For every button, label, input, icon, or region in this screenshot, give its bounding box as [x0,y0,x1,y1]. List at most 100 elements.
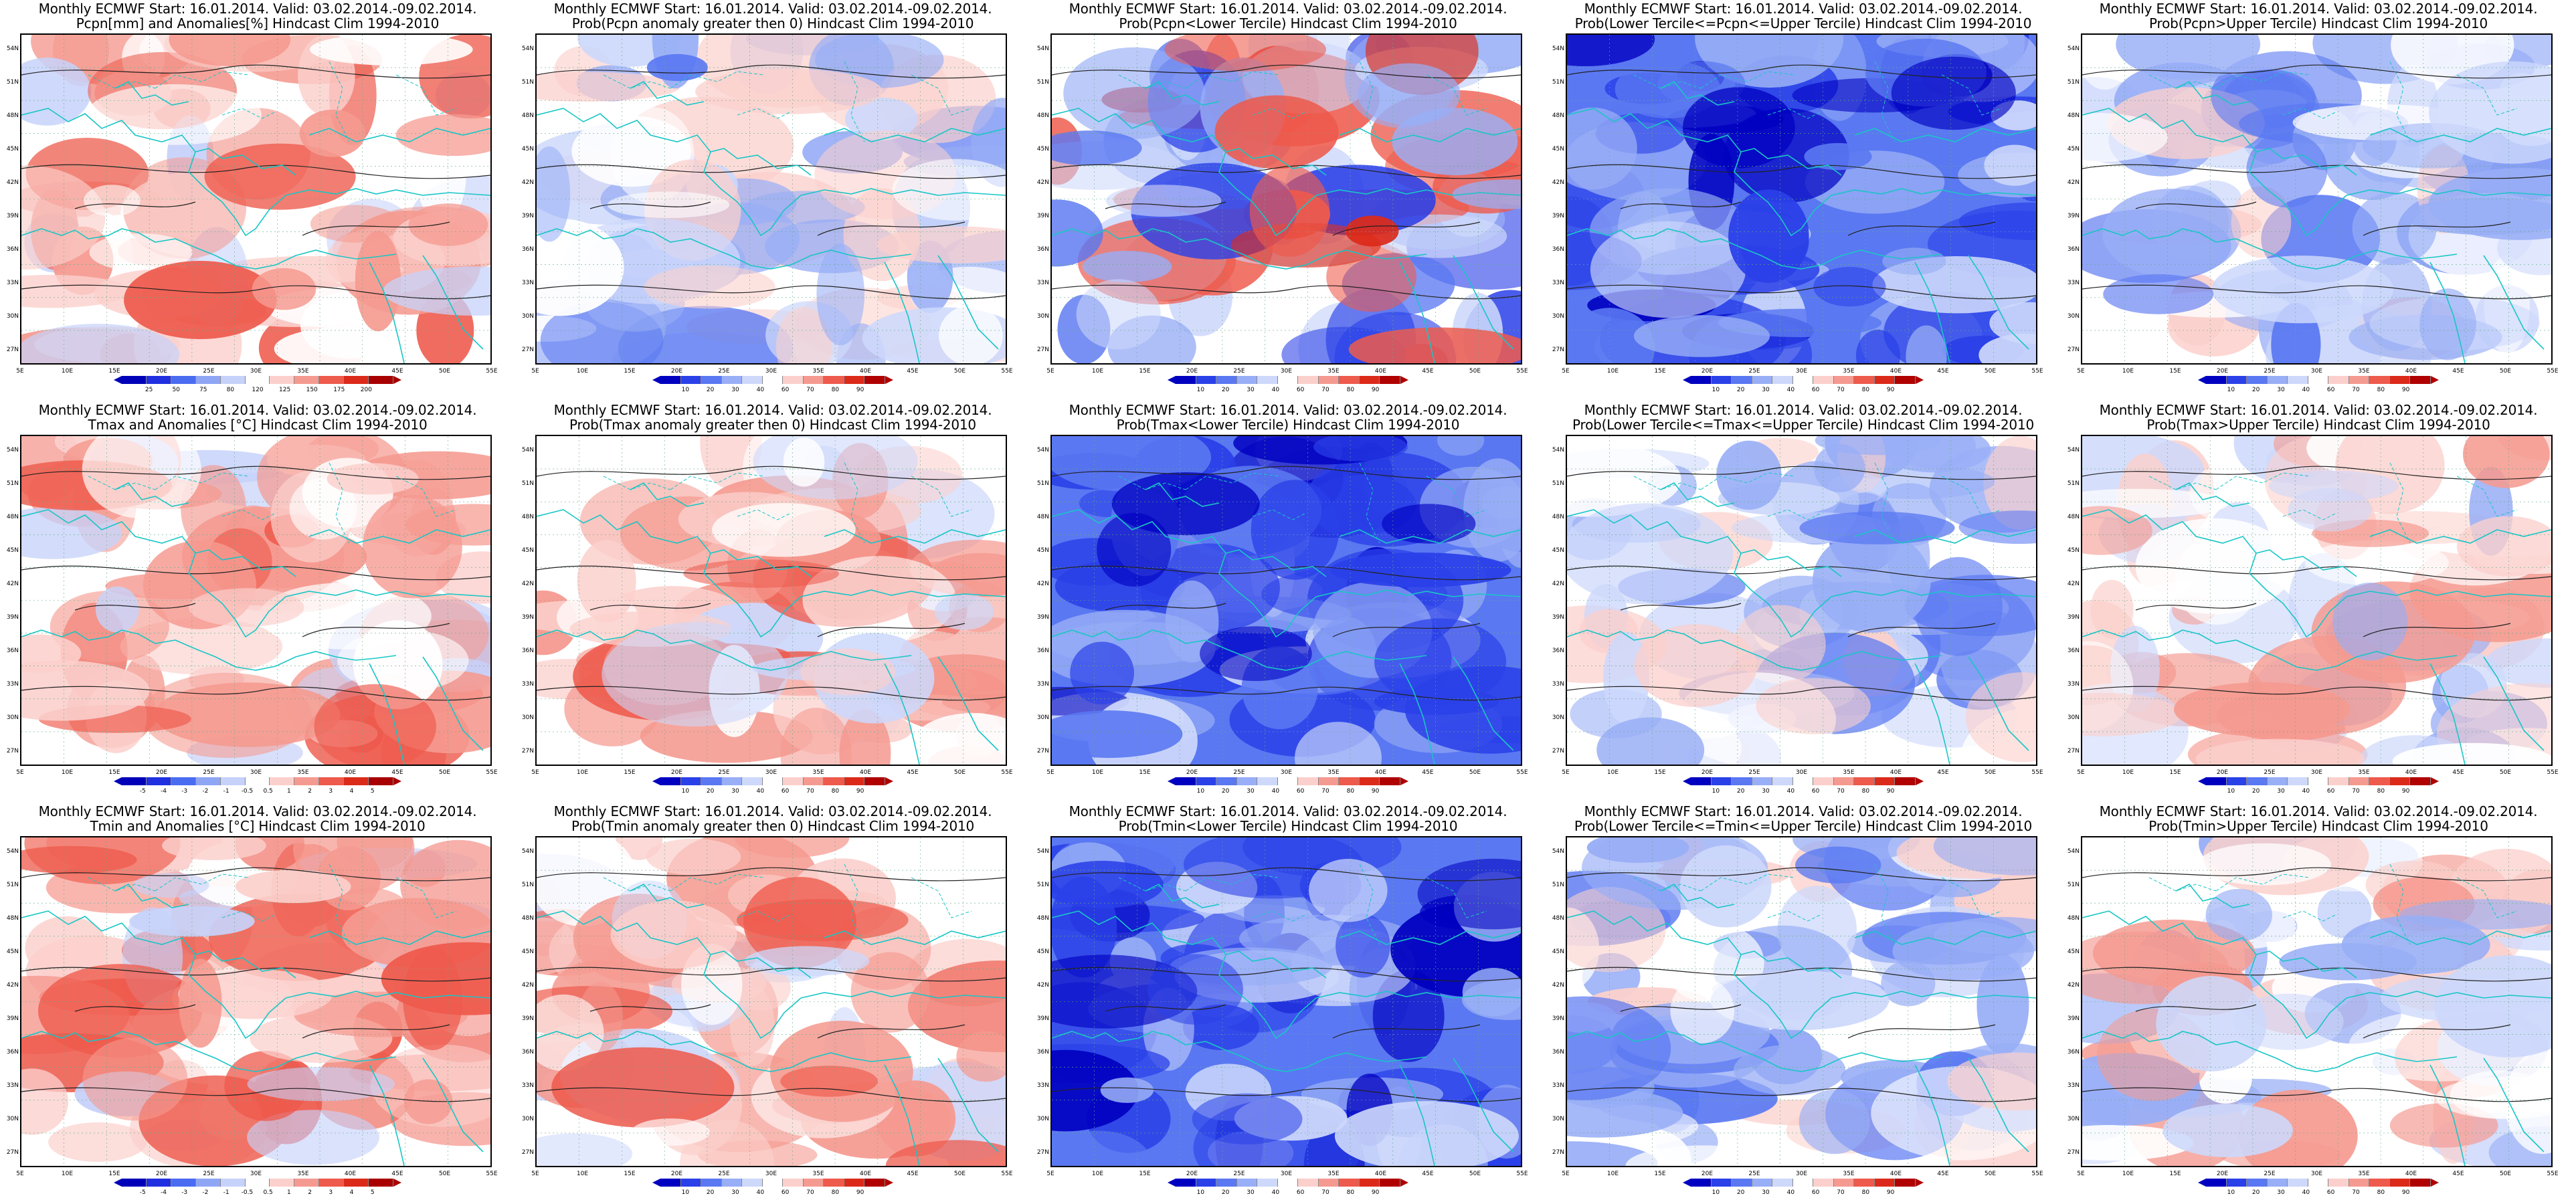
isoline-contour [21,867,490,882]
longitude-label: 20E [155,1171,168,1177]
isoline-contour [537,967,1006,982]
country-border [155,472,250,490]
shaded-field-blob [885,1140,1006,1166]
latitude-label: 42N [1036,982,1049,989]
coastline [1339,529,1521,544]
colorbar-swatch [122,376,147,384]
longitude-label: 25E [2264,1171,2276,1177]
colorbar-tick-label: 1 [286,788,291,795]
isoline-contour [1620,201,1742,209]
isoline-contour [21,686,490,701]
latitude-label: 54N [521,848,534,855]
isoline-contour [1052,164,1521,179]
latitude-label: 27N [1552,1149,1564,1156]
coastline [2082,509,2347,638]
longitude-label: 30E [765,368,777,375]
colorbar-swatch [171,376,196,384]
longitude-label: 40E [1890,1171,1902,1177]
colorbar-swatch [1711,777,1732,785]
shaded-field-blob [1906,325,1947,363]
country-border [1767,108,1822,119]
coastline [2369,930,2551,945]
longitude-label: 50E [1469,1171,1481,1177]
country-border [737,509,792,520]
panel-title-line2: Prob(Pcpn<Lower Tercile) Hindcast Clim 1… [1119,15,1457,31]
colorbar-swatch [1359,777,1380,785]
isoline-contour [1567,867,2036,882]
isoline-contour [74,1004,196,1012]
colorbar-swatch [2349,777,2370,785]
colorbar-swatch [1257,1179,1278,1187]
longitude-label: 45E [907,368,919,375]
colorbar-tick-label: 40 [1271,387,1280,393]
longitude-label: 35E [812,368,824,375]
longitude-label: 50E [2499,368,2512,375]
longitude-label: 20E [670,769,683,776]
longitude-label: 20E [1186,1171,1198,1177]
colorbar-tick-label: 70 [1837,1189,1845,1196]
colorbar-tick-label: 10 [1196,387,1205,393]
shaded-field-blob [2392,742,2551,765]
colorbar-swatch [2288,1179,2308,1187]
latitude-label: 51N [2067,882,2080,888]
isoline-contour [1332,623,1481,637]
shaded-field-blob [129,906,255,937]
colorbar-tick-label: 80 [1346,788,1355,795]
coastline [422,1058,484,1152]
map-plot-area [1050,836,1522,1167]
longitude-label: 55E [1516,1171,1528,1177]
longitude-label: 50E [438,769,451,776]
longitude-label: 20E [670,368,683,375]
country-border [1252,910,1307,922]
coastline [21,910,286,1039]
colorbar-swatch [344,777,369,785]
latitude-label: 42N [2067,581,2080,587]
colorbar-swatch [245,777,270,785]
longitude-label: 40E [859,769,872,776]
isoline-contour [1567,164,2036,179]
coastline [285,188,490,196]
shaded-field-blob [631,1118,710,1146]
colorbar [652,376,894,384]
longitude-label: 55E [2031,1171,2043,1177]
longitude-label: 35E [2358,1171,2370,1177]
colorbar-swatch [1196,777,1217,785]
map-canvas [1567,35,2036,363]
shaded-field-blob [208,893,390,981]
latitude-label: 51N [6,79,19,86]
latitude-label: 42N [2067,179,2080,186]
colorbar-swatch [1732,777,1752,785]
shaded-field-blob [939,305,1003,363]
colorbar-swatch [783,1179,804,1187]
colorbar-swatch [721,1179,743,1187]
panel-title-line1: Monthly ECMWF Start: 16.01.2014. Valid: … [1069,402,1507,418]
colorbar-swatch [1691,376,1712,384]
latitude-label: 39N [2067,213,2080,219]
map-canvas [1052,837,1521,1166]
colorbar-swatch [1257,376,1278,384]
longitude-label: 30E [2310,769,2323,776]
colorbar-swatch [2247,777,2268,785]
longitude-label: 15E [624,769,636,776]
colorbar-swatch [1711,1179,1732,1187]
colorbar-tick-label: 10 [681,1189,690,1196]
isoline-contour [537,867,1006,882]
colorbar-tick-label: 200 [360,387,372,393]
colorbar-tick-label: 3 [329,788,333,795]
shaded-field-blob [1567,996,1671,1100]
shaded-field-blob [850,952,930,1033]
shaded-field-blob [21,507,122,559]
isoline-contour [21,284,490,300]
longitude-label: 55E [2547,368,2559,375]
coastline [2483,656,2545,751]
coastline [1968,255,2029,350]
latitude-label: 42N [521,982,534,989]
shaded-field-blob [1147,954,1243,1025]
country-border [221,108,276,119]
colorbar-tick-label: 60 [781,387,790,393]
country-border [395,74,457,116]
latitude-label: 27N [521,1149,534,1156]
country-border [1633,74,1701,89]
country-border [1633,877,1701,892]
latitude-label: 48N [1036,915,1049,922]
